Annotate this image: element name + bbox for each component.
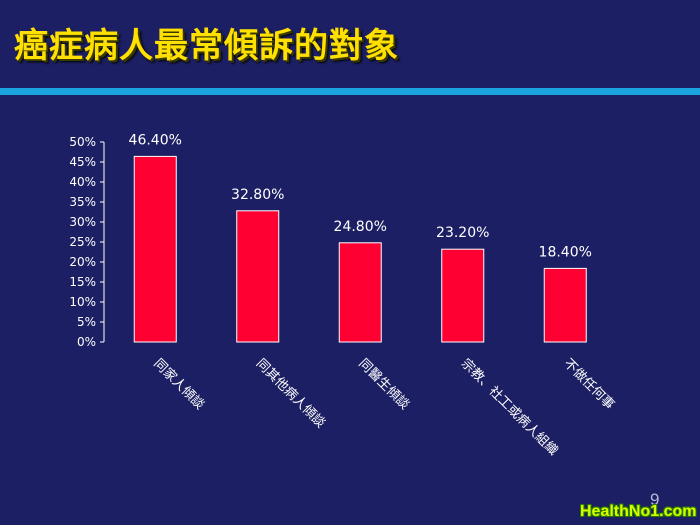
slide-title: 癌症病人最常傾訴的對象 <box>14 26 399 66</box>
category-label: 同醫生傾談 <box>355 356 412 413</box>
data-label: 24.80% <box>334 219 387 235</box>
y-tick-label: 30% <box>69 215 96 229</box>
y-tick-label: 35% <box>69 195 96 209</box>
data-label: 46.40% <box>129 132 182 148</box>
category-label: 宗教、社工或病人組織 <box>458 356 561 459</box>
bars <box>133 155 587 343</box>
y-tick-label: 50% <box>69 135 96 149</box>
y-tick-label: 25% <box>69 235 96 249</box>
y-tick-label: 40% <box>69 175 96 189</box>
data-labels: 46.40% 32.80% 24.80% 23.20% 18.40% <box>129 132 592 260</box>
category-label: 同家人傾談 <box>150 356 207 413</box>
category-labels: 同家人傾談 同其他病人傾談 同醫生傾談 宗教、社工或病人組織 不做任何事 <box>150 356 617 459</box>
bar <box>543 267 587 343</box>
watermark-logo: HealthNo1.com <box>580 503 697 520</box>
data-label: 23.20% <box>436 225 489 241</box>
y-tick-label: 0% <box>77 335 96 349</box>
title-divider <box>0 88 700 95</box>
bar <box>133 155 177 343</box>
bar <box>441 248 485 343</box>
y-tick-label: 20% <box>69 255 96 269</box>
bar <box>338 242 382 343</box>
bar <box>236 210 280 343</box>
y-tick-label: 45% <box>69 155 96 169</box>
category-label: 同其他病人傾談 <box>253 356 329 432</box>
y-tick-label: 15% <box>69 275 96 289</box>
y-tick-label: 5% <box>77 315 96 329</box>
data-label: 18.40% <box>539 244 592 260</box>
y-axis-ticks: 0% 5% 10% 15% 20% 25% 30% 35% 40% 45% 50% <box>69 135 104 349</box>
page-number: 9 <box>650 490 660 509</box>
category-label: 不做任何事 <box>560 356 617 413</box>
y-tick-label: 10% <box>69 295 96 309</box>
data-label: 32.80% <box>231 187 284 203</box>
